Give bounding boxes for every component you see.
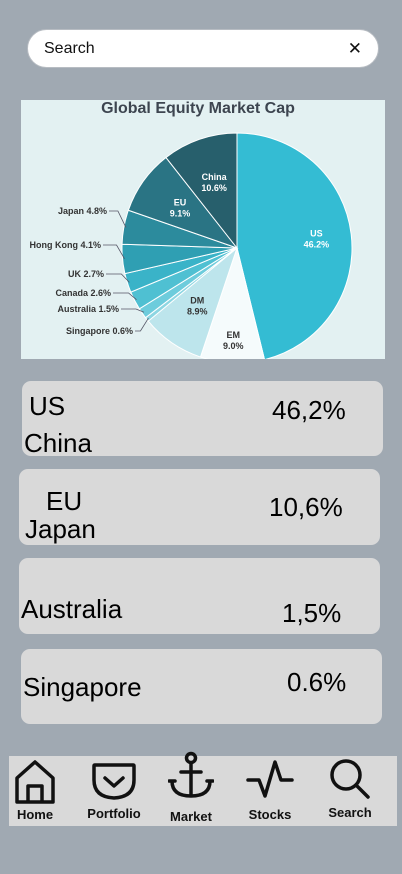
market-cap-chart: Global Equity Market Cap US 46.2% EM 9.0% DM… bbox=[21, 100, 385, 359]
card-label-japan: Japan bbox=[25, 514, 96, 544]
allocation-card-2[interactable]: EU Japan 10,6% bbox=[19, 469, 380, 545]
slice-label: Canada 2.6% bbox=[55, 288, 111, 298]
chart-title: Global Equity Market Cap bbox=[101, 100, 295, 117]
slice-label: China 10.6% bbox=[201, 172, 227, 193]
leader-line bbox=[135, 317, 149, 332]
activity-icon bbox=[246, 760, 294, 798]
allocation-card-3[interactable]: Australia 1,5% bbox=[19, 558, 380, 634]
search-bar[interactable]: Search ✕ bbox=[27, 29, 379, 68]
nav-label-portfolio: Portfolio bbox=[87, 806, 141, 821]
nav-search[interactable]: Search bbox=[315, 756, 385, 826]
pie-slice-us bbox=[236, 132, 353, 359]
nav-home[interactable]: Home bbox=[0, 756, 70, 826]
nav-market[interactable]: Market bbox=[156, 751, 226, 826]
pie-chart: Global Equity Market Cap US 46.2% EM 9.0% DM… bbox=[30, 100, 353, 359]
pocket-icon bbox=[92, 763, 136, 800]
nav-portfolio[interactable]: Portfolio bbox=[79, 756, 149, 826]
allocation-card-4[interactable]: Singapore 0.6% bbox=[21, 649, 382, 724]
search-icon bbox=[330, 759, 370, 799]
close-icon[interactable]: ✕ bbox=[347, 39, 362, 58]
card-label-australia: Australia bbox=[21, 594, 123, 624]
leader-line bbox=[103, 244, 125, 260]
card-value: 10,6% bbox=[269, 492, 343, 522]
card-label-eu: EU bbox=[46, 486, 83, 516]
nav-label-home: Home bbox=[16, 807, 54, 822]
leader-line bbox=[113, 292, 137, 301]
nav-label-stocks: Stocks bbox=[248, 807, 292, 822]
card-value: 1,5% bbox=[282, 598, 342, 628]
slice-label: Australia 1.5% bbox=[57, 304, 119, 314]
slice-label: Singapore 0.6% bbox=[66, 326, 133, 336]
home-icon bbox=[15, 760, 55, 804]
card-value: 46,2% bbox=[272, 395, 346, 425]
slice-label: Japan 4.8% bbox=[58, 206, 107, 216]
anchor-icon bbox=[168, 751, 214, 798]
nav-label-search: Search bbox=[328, 805, 372, 820]
card-value: 0.6% bbox=[287, 667, 347, 697]
bottom-nav: Home Portfolio Market Stocks Search bbox=[9, 751, 397, 826]
pie-slice-china bbox=[165, 132, 238, 250]
nav-stocks[interactable]: Stocks bbox=[235, 756, 305, 826]
slice-label: DM 8.9% bbox=[187, 296, 208, 317]
slice-label: US 46.2% bbox=[304, 228, 330, 249]
card-label-china: China bbox=[24, 428, 92, 458]
search-input[interactable]: Search bbox=[44, 39, 95, 57]
card-label-us: US bbox=[29, 391, 66, 421]
allocation-card-1[interactable]: US China 46,2% bbox=[22, 381, 383, 458]
leader-line bbox=[121, 308, 145, 313]
card-label-singapore: Singapore bbox=[23, 672, 142, 702]
slice-label: UK 2.7% bbox=[68, 269, 104, 279]
slice-label: EM 9.0% bbox=[223, 330, 244, 351]
slice-label: EU 9.1% bbox=[170, 197, 191, 218]
leader-line bbox=[109, 210, 127, 228]
leader-line bbox=[106, 273, 130, 283]
nav-label-market: Market bbox=[170, 809, 212, 824]
slice-label: Hong Kong 4.1% bbox=[30, 240, 102, 250]
